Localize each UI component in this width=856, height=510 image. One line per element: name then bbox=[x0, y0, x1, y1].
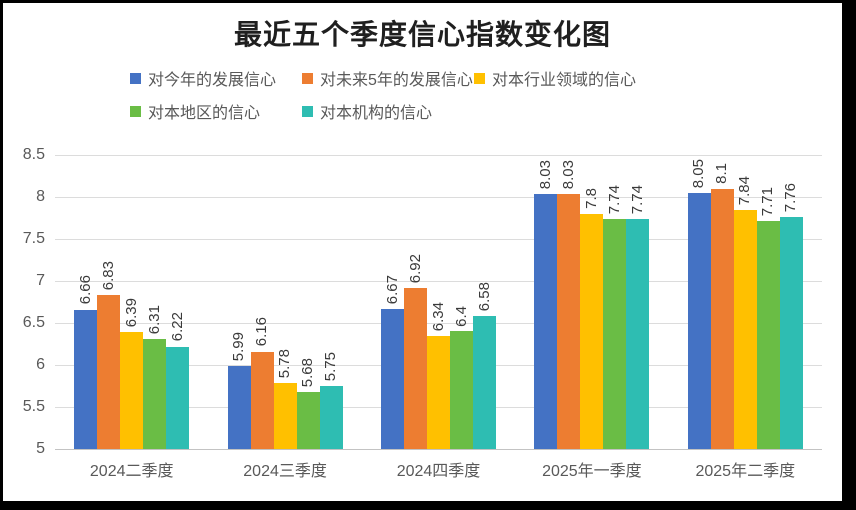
legend-swatch bbox=[474, 73, 485, 84]
legend-item: 对本地区的信心 bbox=[130, 99, 302, 123]
bar: 6.4 bbox=[450, 306, 473, 449]
bar-value-label: 6.39 bbox=[122, 298, 140, 328]
bar-value-label: 7.8 bbox=[582, 187, 600, 209]
x-axis-category-label: 2024四季度 bbox=[396, 463, 481, 480]
bar-value-label: 5.78 bbox=[276, 349, 294, 379]
bar-value-label: 5.75 bbox=[322, 351, 340, 381]
bar-value-label: 6.31 bbox=[145, 304, 163, 334]
legend-swatch bbox=[302, 106, 313, 117]
bar: 8.03 bbox=[557, 160, 581, 449]
bar: 7.8 bbox=[580, 188, 604, 449]
bar-value-label: 6.67 bbox=[383, 274, 401, 304]
bar: 5.68 bbox=[296, 358, 320, 449]
x-axis-category-label: 2025年二季度 bbox=[695, 463, 796, 480]
gridline bbox=[55, 323, 822, 324]
bar-value-label: 7.84 bbox=[736, 176, 754, 206]
bar-value-label: 7.76 bbox=[782, 182, 800, 213]
bar: 8.05 bbox=[687, 159, 711, 449]
bar: 6.66 bbox=[74, 275, 98, 449]
bar: 6.16 bbox=[250, 317, 274, 449]
bar: 7.76 bbox=[779, 183, 803, 449]
x-axis-category-label: 2025年一季度 bbox=[542, 463, 642, 480]
bar: 7.71 bbox=[756, 187, 780, 449]
gridline bbox=[55, 239, 822, 240]
legend-swatch bbox=[130, 73, 141, 84]
x-axis-category-label: 2024二季度 bbox=[89, 463, 174, 480]
bar-value-label: 8.03 bbox=[559, 160, 577, 190]
y-axis-tick-label: 6 bbox=[36, 356, 45, 373]
y-axis-tick-label: 8.5 bbox=[22, 146, 45, 163]
bar-value-label: 6.16 bbox=[253, 317, 271, 347]
y-axis-tick-label: 8 bbox=[36, 188, 45, 205]
bar: 8.1 bbox=[710, 163, 734, 449]
bar-value-label: 7.71 bbox=[759, 187, 777, 217]
gridline bbox=[55, 449, 822, 450]
bar-value-label: 6.22 bbox=[168, 312, 186, 342]
bar: 6.92 bbox=[404, 254, 427, 449]
bar-value-label: 6.4 bbox=[452, 305, 470, 327]
legend-item: 对本机构的信心 bbox=[302, 99, 474, 123]
y-axis-tick-label: 5.5 bbox=[22, 398, 45, 415]
bar: 8.03 bbox=[534, 160, 558, 449]
gridline bbox=[55, 281, 822, 282]
legend: 对今年的发展信心 对未来5年的发展信心 对本行业领域的信心对本地区的信心 对本机构的信… bbox=[130, 66, 636, 123]
legend-item: 对今年的发展信心 bbox=[130, 66, 302, 90]
x-axis-category-label: 2024三季度 bbox=[243, 463, 327, 480]
legend-item: 对未来5年的发展信心 bbox=[302, 66, 474, 90]
legend-label: 对未来5年的发展信心 bbox=[320, 72, 473, 89]
legend-label: 对今年的发展信心 bbox=[148, 72, 277, 89]
legend-item: 对本行业领域的信心 bbox=[474, 66, 636, 90]
bar: 6.67 bbox=[381, 275, 404, 449]
y-axis-tick-label: 7.5 bbox=[22, 230, 45, 247]
gridline bbox=[55, 197, 822, 198]
bar: 6.58 bbox=[473, 282, 496, 449]
gridline bbox=[55, 155, 822, 156]
plot-area: 6.66 6.83 6.39 6.31 6.22 5.99 6.16 5.78 5.68 5.75… bbox=[55, 155, 822, 450]
bar: 6.34 bbox=[427, 302, 450, 449]
bar-value-label: 5.99 bbox=[230, 331, 248, 361]
bar: 6.22 bbox=[166, 312, 190, 449]
bar-value-label: 6.58 bbox=[475, 282, 493, 312]
bar: 7.74 bbox=[626, 185, 650, 449]
bar: 5.99 bbox=[227, 332, 251, 449]
bar-value-label: 7.74 bbox=[605, 184, 623, 214]
chart-canvas: 最近五个季度信心指数变化图 对今年的发展信心 对未来5年的发展信心 对本行业领域的信… bbox=[3, 3, 842, 501]
legend-swatch bbox=[130, 106, 141, 117]
y-axis-tick-label: 6.5 bbox=[22, 314, 45, 331]
bar-value-label: 7.74 bbox=[628, 184, 646, 214]
y-axis-tick-label: 7 bbox=[36, 272, 45, 289]
bar: 7.74 bbox=[603, 185, 627, 449]
bar-value-label: 6.34 bbox=[429, 302, 447, 332]
bar: 6.31 bbox=[143, 305, 167, 449]
bar-value-label: 6.83 bbox=[99, 261, 117, 291]
bar-value-label: 6.92 bbox=[406, 253, 424, 283]
legend-swatch bbox=[302, 73, 313, 84]
bar-value-label: 6.66 bbox=[76, 275, 94, 305]
bar-value-label: 8.1 bbox=[713, 162, 731, 184]
chart-title: 最近五个季度信心指数变化图 bbox=[233, 20, 611, 51]
bar-value-label: 8.03 bbox=[536, 160, 554, 190]
legend-label: 对本行业领域的信心 bbox=[492, 72, 637, 89]
y-axis-tick-label: 5 bbox=[36, 440, 45, 457]
bar: 7.84 bbox=[733, 176, 757, 449]
bar-value-label: 8.05 bbox=[690, 158, 708, 188]
bar: 5.78 bbox=[273, 349, 297, 449]
legend-label: 对本地区的信心 bbox=[148, 105, 261, 122]
bar-value-label: 5.68 bbox=[299, 357, 317, 387]
bar: 6.39 bbox=[120, 298, 144, 449]
bar: 5.75 bbox=[319, 352, 343, 449]
legend-label: 对本机构的信心 bbox=[320, 105, 433, 122]
bar: 6.83 bbox=[97, 261, 121, 449]
